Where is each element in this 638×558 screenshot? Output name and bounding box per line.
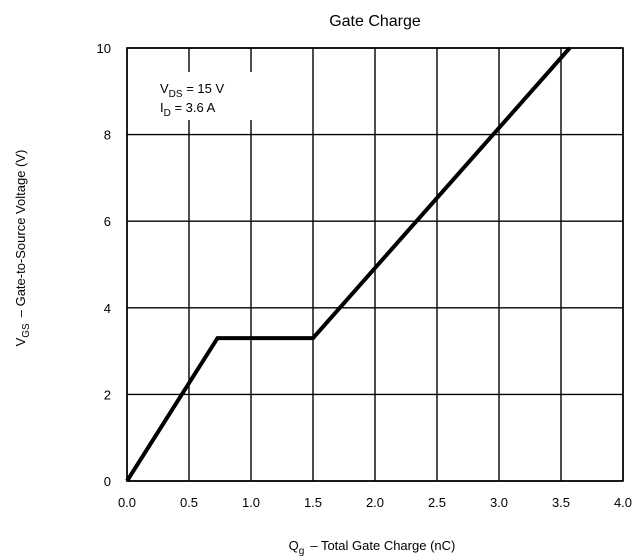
y-tick-labels: 0 2 4 6 8 10 xyxy=(97,41,111,489)
y-tick-label-5: 10 xyxy=(97,41,111,56)
x-tick-labels: 0.0 0.5 1.0 1.5 2.0 2.5 3.0 3.5 4.0 xyxy=(118,495,632,510)
plot-frame xyxy=(126,47,624,482)
series-line-0 xyxy=(125,46,572,483)
annotation-vds: VDS = 15 V xyxy=(160,81,224,100)
x-tick-label-8: 4.0 xyxy=(614,495,632,510)
x-tick-label-0: 0.0 xyxy=(118,495,136,510)
annotation-id: ID = 3.6 A xyxy=(160,100,216,119)
annotation-id-value: = 3.6 A xyxy=(171,100,216,115)
y-tick-label-1: 2 xyxy=(104,387,111,402)
y-tick-label-2: 4 xyxy=(104,301,111,316)
y-tick-label-4: 8 xyxy=(104,128,111,143)
annotation-id-symbol: I xyxy=(160,100,164,115)
y-tick-label-3: 6 xyxy=(104,214,111,229)
y-axis-label-subscript: GS xyxy=(21,323,32,338)
series-layer xyxy=(125,46,572,483)
y-axis-label: VGS – Gate-to-Source Voltage (V) xyxy=(13,150,32,347)
annotation-background xyxy=(153,72,265,120)
y-axis-label-text: – Gate-to-Source Voltage (V) xyxy=(13,150,28,318)
x-axis-label-symbol: Q xyxy=(289,538,299,553)
x-tick-label-7: 3.5 xyxy=(552,495,570,510)
x-tick-label-1: 0.5 xyxy=(180,495,198,510)
y-axis-label-symbol: V xyxy=(13,337,28,346)
annotation-vds-subscript: DS xyxy=(169,89,183,100)
x-axis-label-text: – Total Gate Charge (nC) xyxy=(310,538,455,553)
x-tick-label-6: 3.0 xyxy=(490,495,508,510)
x-axis-label-subscript: g xyxy=(299,546,305,557)
annotation-box: VDS = 15 V ID = 3.6 A xyxy=(153,72,265,120)
x-tick-label-4: 2.0 xyxy=(366,495,384,510)
x-axis-label: Qg – Total Gate Charge (nC) xyxy=(289,538,456,557)
plot-grid xyxy=(126,47,624,482)
annotation-vds-value: = 15 V xyxy=(183,81,225,96)
x-tick-label-2: 1.0 xyxy=(242,495,260,510)
y-tick-label-0: 0 xyxy=(104,474,111,489)
annotation-vds-symbol: V xyxy=(160,81,169,96)
chart-title: Gate Charge xyxy=(329,13,421,30)
x-tick-label-5: 2.5 xyxy=(428,495,446,510)
annotation-id-subscript: D xyxy=(164,108,171,119)
x-tick-label-3: 1.5 xyxy=(304,495,322,510)
